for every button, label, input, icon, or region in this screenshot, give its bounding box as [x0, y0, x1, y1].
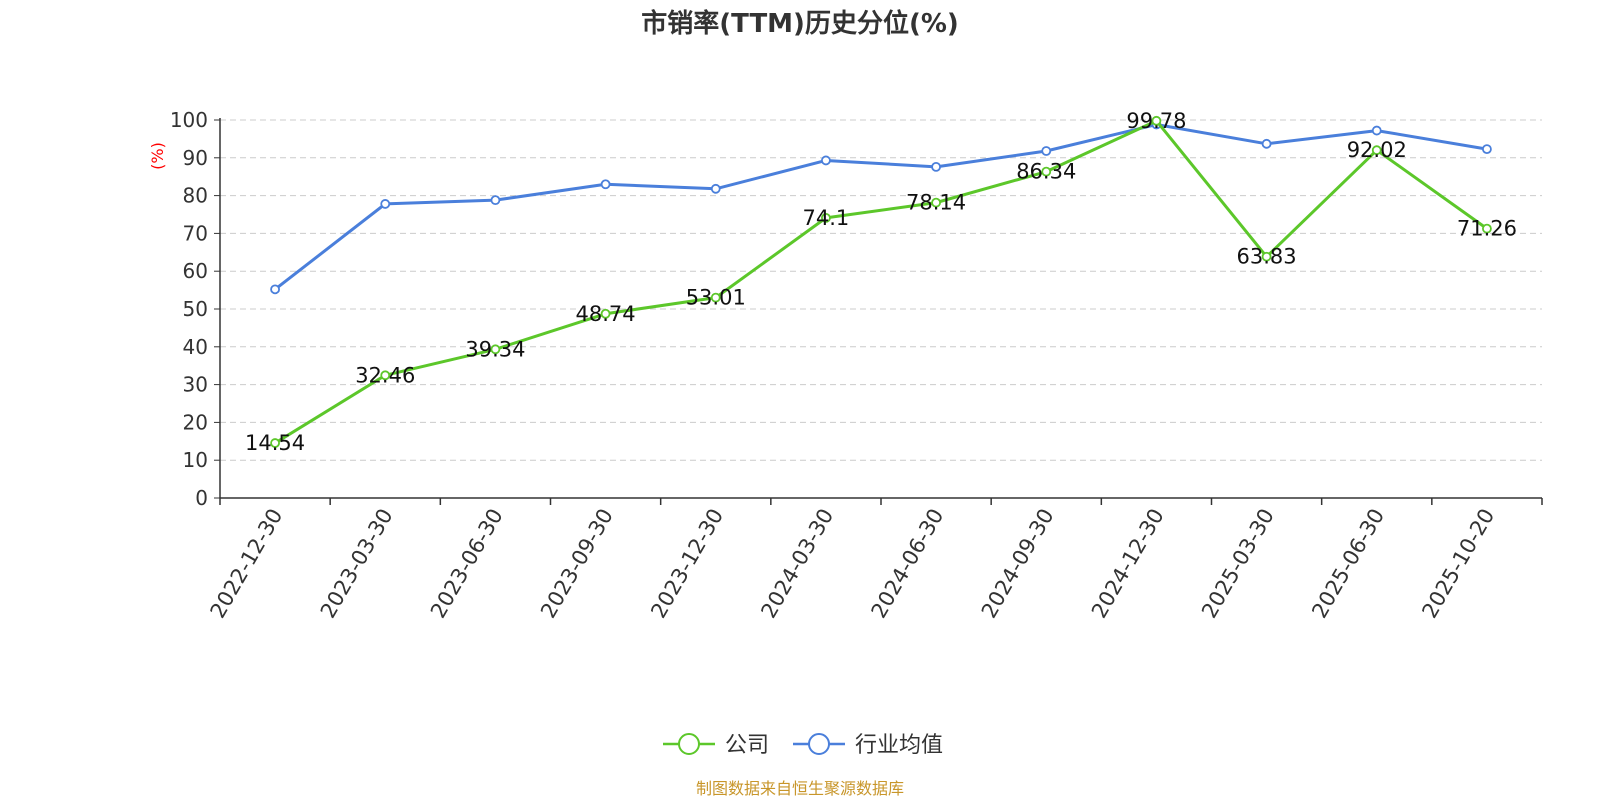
x-tick-label: 2022-12-30 — [206, 505, 288, 623]
series-line-0 — [274, 119, 1488, 445]
series-lines — [270, 115, 1492, 448]
data-point[interactable] — [270, 438, 280, 448]
y-tick-label: 100 — [170, 108, 208, 132]
data-point[interactable] — [270, 284, 280, 295]
data-point[interactable] — [931, 161, 941, 172]
data-point[interactable] — [380, 370, 391, 381]
data-label: 92.02 — [1347, 138, 1407, 162]
y-tick-label: 70 — [183, 221, 208, 245]
data-point[interactable] — [1371, 145, 1382, 156]
legend-label: 公司 — [725, 733, 769, 758]
data-point[interactable] — [821, 155, 831, 166]
data-point[interactable] — [1041, 146, 1052, 156]
data-point[interactable] — [600, 308, 611, 319]
x-tick-label: 2024-03-30 — [756, 505, 838, 623]
y-tick-label: 60 — [183, 259, 208, 283]
x-tick-label: 2025-10-20 — [1417, 505, 1499, 623]
legend-item-1[interactable]: 行业均值 — [793, 733, 943, 758]
legend-item-0[interactable]: 公司 — [663, 733, 769, 758]
x-tick-label: 2023-06-30 — [426, 505, 508, 623]
legend-marker — [808, 733, 830, 755]
x-tick-label: 2025-03-30 — [1197, 505, 1279, 623]
data-label: 63.83 — [1237, 245, 1297, 269]
y-tick-label: 0 — [195, 486, 208, 510]
x-tick-label: 2024-06-30 — [867, 505, 949, 623]
x-tick-label: 2023-09-30 — [536, 505, 618, 623]
data-label: 48.74 — [576, 302, 636, 326]
y-tick-label: 10 — [183, 448, 208, 472]
data-label: 86.34 — [1016, 160, 1076, 184]
y-tick-label: 40 — [183, 335, 208, 359]
data-point[interactable] — [490, 195, 501, 206]
data-label: 53.01 — [686, 286, 746, 310]
data-point[interactable] — [1151, 115, 1162, 126]
data-label: 78.14 — [906, 191, 966, 215]
y-tick-label: 30 — [183, 373, 208, 397]
data-point[interactable] — [1482, 144, 1492, 155]
source-note: 制图数据来自恒生聚源数据库 — [696, 779, 904, 798]
data-labels: 14.54 32.46 39.34 48.74 53.01 74.1 78.14 86.34 9… — [245, 109, 1517, 455]
data-point[interactable] — [1261, 251, 1272, 262]
data-point[interactable] — [1482, 223, 1492, 234]
data-point[interactable] — [380, 199, 391, 209]
data-point[interactable] — [600, 179, 611, 190]
data-point[interactable] — [1041, 166, 1052, 177]
data-point[interactable] — [1371, 125, 1382, 136]
y-tick-label: 90 — [183, 146, 208, 170]
data-point[interactable] — [490, 344, 501, 355]
y-axis-unit-label: (%) — [148, 142, 167, 170]
legend[interactable]: 公司 行业均值 — [663, 733, 943, 758]
data-label: 74.1 — [803, 206, 850, 230]
data-point[interactable] — [1261, 138, 1272, 149]
y-tick-label: 80 — [183, 184, 208, 208]
data-point[interactable] — [931, 197, 941, 208]
data-label: 71.26 — [1457, 217, 1517, 241]
x-tick-label: 2024-09-30 — [977, 505, 1059, 623]
legend-label: 行业均值 — [855, 733, 943, 758]
x-tick-label: 2025-06-30 — [1307, 505, 1389, 623]
grid-lines — [220, 119, 1542, 461]
series-line-1 — [274, 123, 1488, 291]
y-tick-label: 20 — [183, 410, 208, 434]
data-label: 14.54 — [245, 431, 305, 455]
data-point[interactable] — [710, 292, 721, 303]
x-tick-label: 2023-03-30 — [316, 505, 398, 623]
x-tick-label: 2024-12-30 — [1087, 505, 1169, 623]
data-label: 99.78 — [1126, 109, 1186, 133]
data-label: 39.34 — [465, 337, 525, 361]
y-tick-label: 50 — [183, 297, 208, 321]
legend-marker — [678, 733, 700, 755]
data-point[interactable] — [821, 213, 831, 223]
chart-title: 市销率(TTM)历史分位(%) — [641, 8, 959, 39]
data-label: 32.46 — [355, 363, 415, 387]
x-tick-label: 2023-12-30 — [646, 505, 728, 623]
data-point[interactable] — [710, 183, 721, 194]
